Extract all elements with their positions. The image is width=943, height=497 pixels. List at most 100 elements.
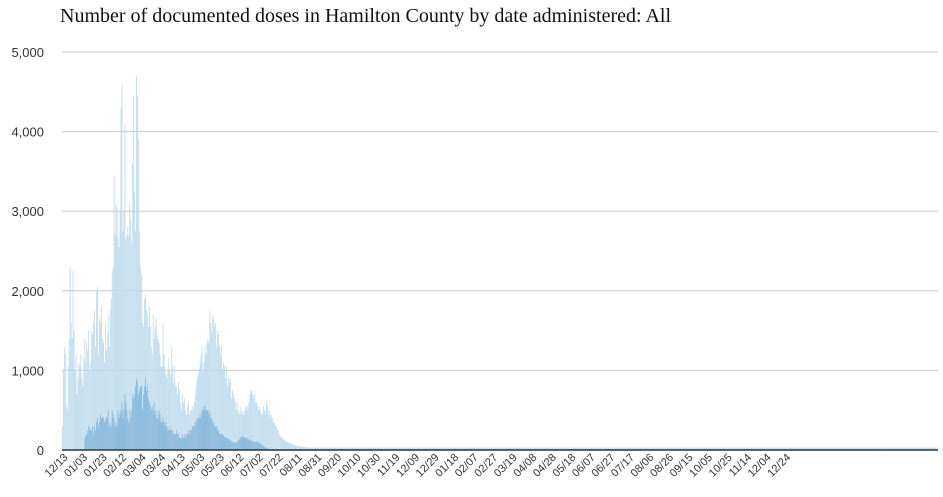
bar-total — [561, 447, 562, 450]
bar-secondary — [220, 434, 221, 450]
bar-total — [749, 447, 751, 450]
bar-total — [85, 362, 87, 450]
bar-total — [209, 310, 211, 450]
bar-total — [872, 447, 874, 450]
bar-total — [215, 322, 217, 450]
bar-total — [594, 447, 596, 450]
bar-total — [103, 342, 104, 450]
bar-total — [586, 447, 588, 450]
bar-total — [602, 447, 603, 450]
bar-total — [84, 338, 86, 450]
bar-total — [551, 447, 553, 450]
bar-secondary — [172, 430, 174, 450]
bar-secondary — [228, 438, 229, 450]
bar-total — [257, 406, 259, 450]
bar-total — [479, 447, 481, 450]
bar-total — [283, 439, 285, 450]
bar-total — [674, 447, 676, 450]
bar-total — [830, 447, 832, 450]
bar-total — [128, 235, 130, 450]
bar-total — [554, 447, 555, 450]
bar-total — [717, 447, 719, 450]
bar-total — [757, 447, 759, 450]
bar-total — [181, 410, 182, 450]
bar-total — [243, 414, 245, 450]
bar-total — [258, 410, 260, 450]
bar-total — [482, 447, 484, 450]
bar-secondary — [132, 394, 134, 450]
bar-total — [208, 342, 210, 450]
bar-total — [105, 350, 107, 450]
bar-total — [245, 406, 247, 450]
bar-total — [126, 235, 128, 450]
bar-total — [603, 447, 604, 450]
bar-secondary — [239, 438, 241, 450]
bar-total — [807, 447, 808, 450]
bar-total — [195, 386, 197, 450]
bar-total — [315, 447, 317, 450]
bar-total — [199, 362, 201, 450]
bar-total — [307, 447, 308, 450]
bar-total — [302, 446, 304, 450]
bar-total — [819, 447, 821, 450]
bar-secondary — [131, 410, 133, 450]
bar-total — [62, 370, 64, 450]
bar-total — [806, 447, 807, 450]
bar-total — [516, 447, 517, 450]
bar-total — [903, 447, 905, 450]
bar-total — [748, 447, 750, 450]
bar-total — [815, 447, 817, 450]
bar-total — [722, 447, 723, 450]
bar-total — [118, 247, 120, 450]
bar-total — [682, 447, 683, 450]
bar-total — [292, 444, 294, 450]
bar-total — [316, 447, 318, 450]
bar-total — [508, 447, 510, 450]
bar-total — [497, 447, 499, 450]
bar-total — [415, 447, 417, 450]
bar-total — [433, 447, 434, 450]
bar-total — [271, 418, 273, 450]
bar-total — [701, 447, 703, 450]
bar-total — [437, 447, 439, 450]
bar-total — [558, 447, 559, 450]
bar-total — [633, 447, 635, 450]
bar-total — [167, 370, 169, 450]
bar-total — [907, 447, 909, 450]
bar-secondary — [231, 442, 233, 450]
bar-total — [184, 398, 185, 450]
bar-total — [534, 447, 536, 450]
bar-total — [101, 306, 102, 450]
bar-total — [344, 447, 346, 450]
bar-total — [921, 447, 923, 450]
bar-total — [98, 354, 99, 450]
bar-total — [809, 447, 810, 450]
bar-total — [156, 334, 158, 450]
bar-total — [248, 402, 250, 450]
bar-total — [416, 447, 418, 450]
bar-total — [273, 422, 275, 450]
bar-total — [628, 447, 630, 450]
bar-total — [171, 346, 173, 450]
bar-total — [296, 445, 298, 450]
bar-secondary — [133, 398, 135, 450]
bar-total — [339, 447, 341, 450]
bar-secondary — [145, 378, 146, 450]
bar-total — [703, 447, 705, 450]
bar-total — [151, 354, 153, 450]
bar-total — [113, 175, 115, 450]
bar-total — [915, 447, 917, 450]
bar-secondary — [238, 439, 240, 450]
bar-total — [566, 447, 568, 450]
bar-total — [600, 447, 601, 450]
bar-total — [617, 447, 619, 450]
bar-total — [366, 447, 368, 450]
bar-secondary — [195, 422, 197, 450]
bar-secondary — [146, 386, 148, 450]
bar-total — [540, 447, 542, 450]
bar-total — [900, 447, 902, 450]
bar-secondary — [84, 438, 86, 450]
bar-total — [889, 447, 890, 450]
y-tick-label: 3,000 — [11, 204, 44, 219]
